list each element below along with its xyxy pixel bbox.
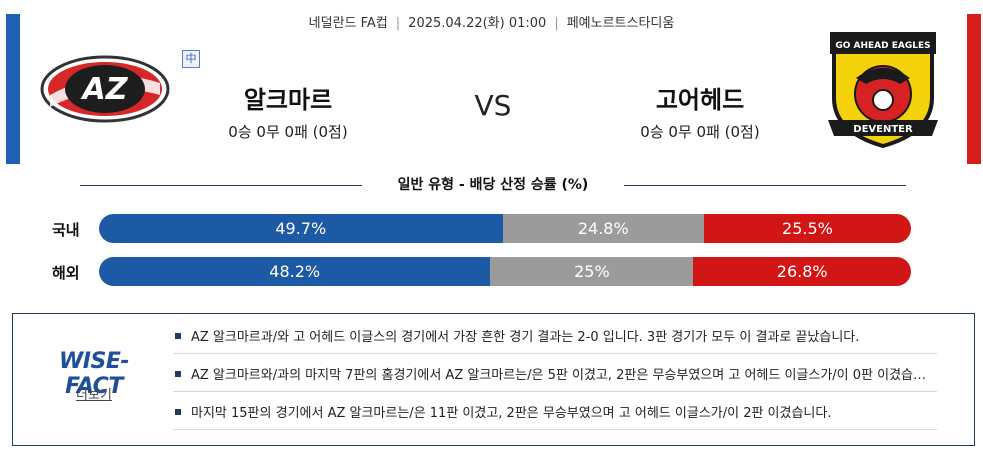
odds-bar-overseas: 48.2% 25% 26.8% bbox=[99, 257, 911, 286]
home-color-bar bbox=[6, 14, 20, 164]
league-badge: 中 bbox=[182, 50, 200, 68]
odds-row-label-overseas: 해외 bbox=[52, 264, 80, 282]
bullet-icon bbox=[175, 408, 181, 415]
away-color-bar bbox=[967, 14, 981, 164]
home-team-logo: AZ bbox=[40, 55, 170, 123]
vs-label: VS bbox=[474, 89, 512, 122]
odds-row-label-domestic: 국내 bbox=[52, 221, 80, 239]
bullet-icon bbox=[175, 332, 181, 339]
match-venue: 페예노르트스타디움 bbox=[566, 16, 675, 31]
competition-name: 네덜란드 FA컵 bbox=[308, 16, 388, 31]
bullet-icon bbox=[175, 370, 181, 377]
odds-bar-domestic: 49.7% 24.8% 25.5% bbox=[99, 214, 911, 243]
section-rule-right bbox=[624, 185, 906, 186]
odds-draw-segment: 24.8% bbox=[502, 214, 704, 243]
wise-fact-logo: WISE-FACT bbox=[59, 349, 129, 399]
more-link[interactable]: 더보기 bbox=[76, 388, 112, 403]
away-team-name[interactable]: 고어헤드 bbox=[655, 86, 745, 114]
home-team-record: 0승 0무 0패 (0점) bbox=[228, 123, 348, 141]
away-logo-bottom-text: DEVENTER bbox=[853, 124, 913, 135]
odds-win-segment: 49.7% bbox=[99, 214, 503, 243]
match-info: 네덜란드 FA컵 | 2025.04.22(화) 01:00 | 페예노르트스타디움 bbox=[308, 16, 675, 31]
odds-section-title: 일반 유형 - 배당 산정 승률 (%) bbox=[397, 177, 589, 193]
home-logo-text: AZ bbox=[81, 72, 129, 107]
fact-list: AZ 알크마르과/와 고 어헤드 이글스의 경기에서 가장 흔한 경기 결과는 … bbox=[173, 318, 937, 432]
odds-win-segment: 48.2% bbox=[99, 257, 491, 286]
fact-item[interactable]: 마지막 15판의 경기에서 AZ 알크마르는/은 11판 이겼고, 2판은 무승… bbox=[173, 394, 937, 430]
away-team-logo: GO AHEAD EAGLES DEVENTER bbox=[828, 32, 938, 149]
match-datetime: 2025.04.22(화) 01:00 bbox=[408, 16, 547, 31]
away-logo-top-text: GO AHEAD EAGLES bbox=[835, 41, 930, 51]
section-rule-left bbox=[80, 185, 362, 186]
odds-draw-segment: 25% bbox=[490, 257, 694, 286]
fact-item[interactable]: AZ 알크마르와/과의 마지막 7판의 홈경기에서 AZ 알크마르는/은 5판 … bbox=[173, 356, 937, 392]
home-team-name[interactable]: 알크마르 bbox=[243, 86, 333, 114]
fact-item[interactable]: AZ 알크마르과/와 고 어헤드 이글스의 경기에서 가장 흔한 경기 결과는 … bbox=[173, 318, 937, 354]
odds-lose-segment: 26.8% bbox=[693, 257, 911, 286]
wise-fact-panel: WISE-FACT 더보기 AZ 알크마르과/와 고 어헤드 이글스의 경기에서… bbox=[12, 313, 975, 446]
odds-lose-segment: 25.5% bbox=[703, 214, 911, 243]
away-team-record: 0승 0무 0패 (0점) bbox=[640, 123, 760, 141]
